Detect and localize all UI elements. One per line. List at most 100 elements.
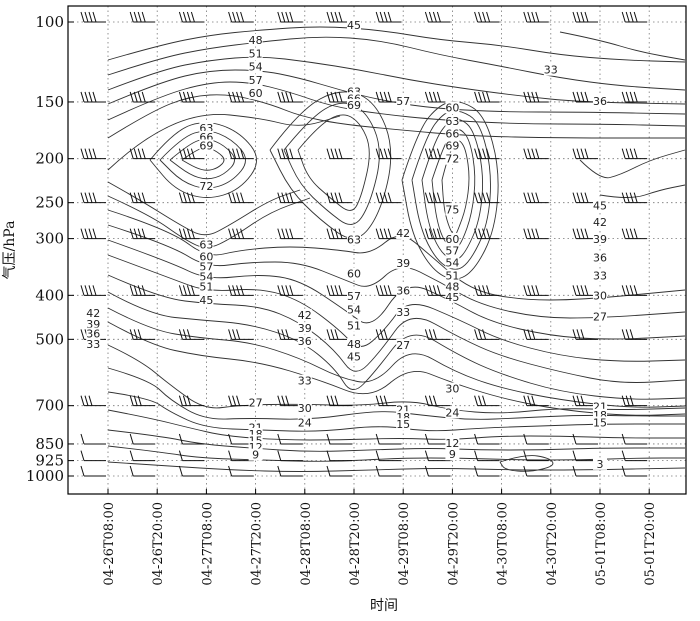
contour-label-bg (86, 318, 101, 331)
contour-line (107, 224, 686, 319)
contour-label-bg (593, 94, 607, 107)
wind-barb (523, 433, 549, 445)
contour-line (107, 391, 685, 432)
wind-barb (129, 91, 156, 103)
wind-barb (474, 228, 500, 240)
contour-label-bg (199, 250, 214, 263)
contour-line (107, 445, 685, 462)
contour-label-bg (593, 269, 607, 282)
contour-label-bg (297, 416, 312, 429)
contour-label-bg (347, 233, 361, 246)
contour-label-bg (445, 203, 460, 216)
contour-label-bg (396, 338, 411, 351)
contour-label: 60 (445, 101, 459, 114)
wind-barb (621, 465, 648, 477)
contour-label-bg (445, 256, 460, 269)
contour-label: 12 (445, 437, 459, 450)
wind-barb (129, 192, 156, 204)
wind-barb (621, 228, 648, 240)
contour-label: 45 (347, 350, 361, 363)
wind-barb (80, 433, 106, 445)
y-tick-label: 850 (35, 435, 64, 453)
contour-label-bg (199, 280, 214, 293)
contour-line (107, 274, 686, 383)
wind-barb (621, 329, 648, 340)
wind-barb (621, 395, 648, 407)
wind-barb (80, 395, 106, 407)
contour-label: 15 (396, 418, 410, 431)
contour-line (579, 149, 686, 179)
contour-label: 48 (249, 34, 263, 47)
wind-barb (572, 329, 598, 340)
contour-label: 63 (445, 115, 459, 128)
contour-line (107, 239, 686, 340)
contour-label: 72 (199, 180, 213, 193)
contour-label-bg (347, 338, 361, 351)
wind-barb (277, 465, 303, 477)
contour-label-bg (248, 86, 263, 99)
contour-label-bg (445, 244, 460, 257)
wind-barb (375, 148, 402, 160)
wind-barb (228, 465, 254, 477)
wind-barb (326, 450, 352, 462)
x-axis-ticks: 04-26T08:00 04-26T20:00 04-27T08:00 04-27T2… (102, 489, 658, 586)
wind-barb (523, 228, 549, 240)
contour-label-bg (396, 226, 411, 239)
contour-label: 54 (249, 61, 263, 74)
contour-label: 63 (199, 239, 213, 252)
wind-barb (474, 91, 500, 103)
wind-barb (178, 285, 205, 296)
wind-barb (326, 148, 352, 160)
contour-line (107, 36, 686, 91)
contour-label-bg (347, 319, 361, 332)
wind-barb (228, 148, 254, 160)
contour-label: 39 (593, 233, 607, 246)
wind-barb (375, 11, 402, 23)
contour-label: 36 (86, 328, 100, 341)
contour-label-bg (445, 139, 460, 152)
contour-label: 9 (252, 449, 259, 462)
contour-label-bg (396, 284, 411, 297)
contour-label: 30 (298, 402, 312, 415)
wind-barb (129, 465, 156, 477)
wind-barb (424, 465, 451, 477)
contour-label-bg (248, 60, 263, 73)
wind-barb (277, 433, 303, 445)
contour-line (107, 209, 686, 301)
wind-barb (375, 329, 402, 340)
contour-label: 24 (298, 417, 312, 430)
contour-label: 15 (593, 416, 607, 429)
contour-label: 33 (544, 64, 558, 77)
contour-label-bg (297, 402, 312, 415)
contour-label-bg (297, 374, 312, 387)
contour-label: 60 (249, 87, 263, 100)
contour-label: 27 (593, 311, 607, 324)
wind-barb (326, 465, 352, 477)
x-tick-label: 04-26T20:00 (151, 502, 166, 586)
contour-label-bg (199, 139, 214, 152)
wind-barb (80, 148, 106, 160)
wind-barb (277, 11, 303, 23)
wind-barb (129, 148, 156, 160)
wind-barb (523, 285, 549, 296)
contour-line (401, 101, 499, 280)
wind-barb (572, 11, 598, 23)
contour-label: 75 (445, 203, 459, 216)
contour-label: 36 (298, 335, 312, 348)
wind-barb (80, 285, 106, 296)
contour-label-bg (593, 416, 607, 429)
contour-line (107, 367, 685, 420)
wind-barb (178, 228, 205, 240)
contour-label: 9 (449, 448, 456, 461)
wind-barb (80, 228, 106, 240)
wind-barb (178, 148, 205, 160)
wind-barb (424, 11, 451, 23)
wind-barb (523, 148, 549, 160)
contour-label-bg (396, 306, 411, 319)
contour-label-bg (445, 101, 460, 114)
contour-label-bg (396, 418, 411, 431)
wind-barb (424, 192, 451, 204)
